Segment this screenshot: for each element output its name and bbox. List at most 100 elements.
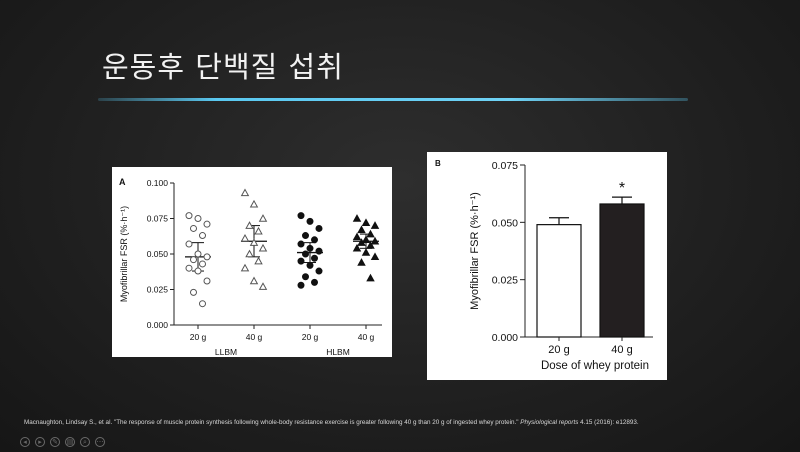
title-underline [98, 98, 688, 101]
y-tick-label-b: 0.000 [492, 332, 518, 344]
data-point [240, 188, 250, 197]
data-point [185, 212, 193, 220]
citation-text: Macnaughton, Lindsay S., et al. "The res… [24, 419, 521, 426]
data-point [203, 277, 211, 285]
data-point [302, 250, 309, 258]
data-point [249, 238, 259, 246]
data-point [306, 261, 314, 269]
prev-icon[interactable]: ◂ [20, 437, 30, 447]
data-point [240, 233, 250, 242]
more-icon[interactable]: ⋯ [95, 437, 105, 447]
chart-panel-b: B 0.000 0.025 0.050 0.075 Myofibrillar FSR (%… [427, 152, 667, 380]
data-point [361, 235, 371, 244]
data-point [258, 282, 268, 290]
citation-journal: Physiological reports [520, 419, 579, 426]
data-point [258, 214, 268, 222]
slide-title: 운동후 단백질 섭취 [102, 50, 344, 84]
data-point [190, 256, 197, 264]
scatter-chart-a: A 0.000 0.025 0.050 0.075 0.100 Myofibrillar F… [119, 177, 382, 357]
x-tick-label-b: 20 g [548, 344, 569, 356]
data-point [306, 244, 314, 252]
data-point [361, 218, 371, 226]
y-tick-label-a: 0.050 [147, 249, 169, 259]
data-point [245, 249, 254, 258]
data-point [370, 236, 380, 245]
x-tick-label-a: 40 g [246, 332, 263, 342]
data-point [185, 240, 193, 248]
data-point [245, 221, 254, 229]
data-point [190, 224, 197, 232]
data-point [366, 273, 375, 282]
data-point [352, 214, 362, 222]
chart-panel-a: A 0.000 0.025 0.050 0.075 0.100 Myofibrillar F… [112, 167, 392, 357]
data-point [302, 232, 309, 240]
data-point [315, 267, 323, 275]
data-point [199, 232, 206, 240]
data-point [258, 243, 268, 252]
y-tick-label-b: 0.025 [492, 275, 518, 287]
pen-icon[interactable]: ✎ [50, 437, 60, 447]
data-point [357, 225, 366, 234]
data-point [302, 273, 309, 281]
data-point [311, 278, 318, 286]
data-point [297, 257, 305, 265]
bar [536, 224, 582, 338]
zoom-icon[interactable]: ⌕ [80, 437, 90, 447]
data-point [240, 263, 250, 272]
data-point [194, 215, 202, 222]
data-point [370, 252, 380, 261]
data-point [194, 267, 202, 275]
x-tick-label-a: 20 g [190, 332, 207, 342]
data-point [366, 229, 375, 238]
data-point [249, 276, 259, 285]
data-point [366, 241, 375, 249]
x-tick-label-a: 40 g [358, 332, 375, 342]
group-label-a: HLBM [326, 347, 350, 357]
data-point [315, 247, 323, 255]
y-tick-label-a: 0.100 [147, 178, 169, 188]
y-tick-label-a: 0.075 [147, 214, 169, 224]
data-point [357, 258, 366, 266]
slides-icon[interactable]: ▤ [65, 437, 75, 447]
y-tick-label-b: 0.050 [492, 217, 518, 229]
y-tick-label-a: 0.025 [147, 285, 169, 295]
bar-chart-b: B 0.000 0.025 0.050 0.075 Myofibrillar FSR (%… [435, 159, 653, 372]
group-label-a: LLBM [215, 347, 237, 357]
panel-label-b: B [435, 159, 441, 168]
panel-label-a: A [119, 177, 126, 187]
data-point [311, 236, 318, 244]
citation-tail: 4.15 (2016): e12893. [578, 419, 639, 426]
x-tick-label-b: 40 g [611, 344, 632, 356]
data-point [297, 212, 305, 220]
y-tick-label-a: 0.000 [147, 320, 169, 330]
bar [599, 203, 645, 338]
data-point [190, 288, 197, 296]
data-point [361, 248, 371, 256]
slideshow-toolbar: ◂ ▸ ✎ ▤ ⌕ ⋯ [20, 437, 105, 449]
data-point [297, 281, 305, 289]
data-point [185, 264, 193, 272]
y-axis-title-a: Myofibrillar FSR (%·h⁻¹) [119, 206, 129, 302]
data-point [315, 224, 323, 232]
data-point [203, 253, 211, 261]
data-point [306, 217, 314, 225]
data-point [370, 221, 380, 229]
x-axis-title-b: Dose of whey protein [541, 360, 649, 372]
data-point [199, 260, 206, 268]
data-point [194, 250, 202, 258]
data-point [203, 220, 211, 228]
x-tick-label-a: 20 g [302, 332, 319, 342]
next-icon[interactable]: ▸ [35, 437, 45, 447]
data-point [297, 240, 305, 248]
data-point [311, 254, 318, 262]
data-point [357, 238, 366, 246]
data-point [249, 199, 259, 208]
significance-marker: * [619, 180, 625, 197]
data-point [254, 256, 263, 265]
data-point [352, 243, 362, 252]
data-point [199, 300, 206, 308]
y-axis-title-b: Myofibrillar FSR (%·h⁻¹) [469, 192, 481, 310]
data-point [352, 232, 362, 241]
citation: Macnaughton, Lindsay S., et al. "The res… [24, 419, 794, 426]
y-tick-label-b: 0.075 [492, 160, 518, 172]
